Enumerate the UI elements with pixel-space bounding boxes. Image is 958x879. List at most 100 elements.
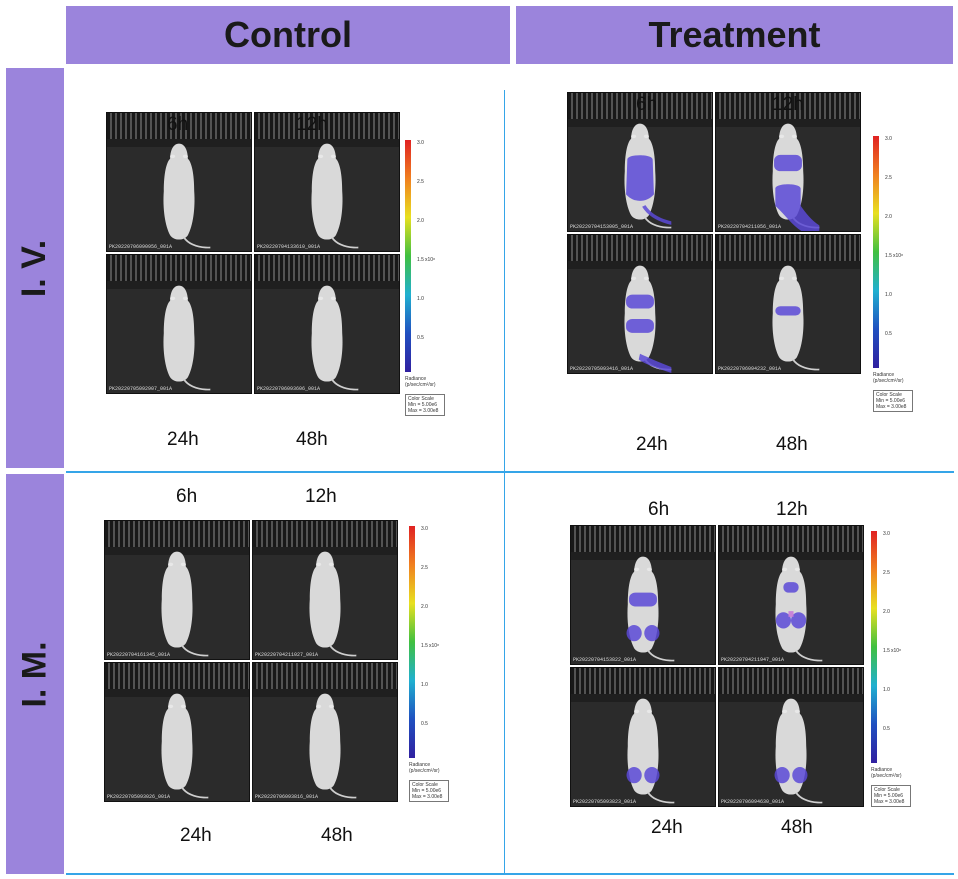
color-scale-tick: 2.0 <box>421 604 428 610</box>
color-scale: 3.0 2.5 2.0 1.5 1.0 0.5 x10⁸ Radiance (p/sec/cm²… <box>409 526 459 806</box>
time-label: 48h <box>321 825 353 846</box>
color-scale-unit: x10⁸ <box>425 257 436 263</box>
cage-grid <box>255 113 399 147</box>
color-scale-tick: 1.0 <box>885 292 892 298</box>
color-scale-tick: 2.0 <box>883 609 890 615</box>
mouse-image <box>145 547 235 659</box>
color-scale-tick: 1.0 <box>883 687 890 693</box>
color-scale-unit: x10⁸ <box>429 643 440 649</box>
color-scale-tick: 2.5 <box>421 565 428 571</box>
cage-grid <box>105 663 249 697</box>
color-scale-box: Color Scale Min = 5.00e6 Max = 3.00e8 <box>873 390 913 412</box>
time-label: 48h <box>776 434 808 455</box>
cage-grid <box>107 255 251 289</box>
panel-id: PK20220705093026_001A <box>107 794 171 800</box>
color-scale-tick: 1.5 <box>421 643 428 649</box>
panel-id: PK20220706093816_001A <box>255 794 319 800</box>
color-scale-tick: 1.0 <box>417 296 424 302</box>
mouse-image <box>756 261 846 373</box>
panel-id: PK20220705092907_001A <box>109 386 173 392</box>
im-row-header: I. M. <box>6 474 64 874</box>
color-scale-bar <box>409 526 415 758</box>
radiance-unit: (p/sec/cm²/sr) <box>871 773 902 779</box>
mouse-image <box>295 139 385 251</box>
mouse-image <box>295 281 385 393</box>
color-scale-bar <box>871 531 877 763</box>
color-scale-tick: 3.0 <box>417 140 424 146</box>
panel-id: PK20220705093823_001A <box>573 799 637 805</box>
radiance-label: Radiance <box>871 767 893 773</box>
time-label: 24h <box>636 434 668 455</box>
imaging-panel: PK20220705092907_001A <box>106 254 252 394</box>
radiance-label: Radiance <box>873 372 895 378</box>
panel-id: PK20220706093606_001A <box>257 386 321 392</box>
bottom-divider <box>66 873 954 875</box>
time-label: 6h <box>636 94 658 115</box>
time-label: 12h <box>776 499 808 520</box>
imaging-panel: PK20220705093823_001A <box>570 667 716 807</box>
radiance-unit: (p/sec/cm²/sr) <box>405 382 436 388</box>
imaging-panel: PK20220706093606_001A <box>254 254 400 394</box>
mouse-image <box>611 694 701 806</box>
imaging-panel: PK20220706094232_001A <box>715 234 861 374</box>
color-scale: 3.0 2.5 2.0 1.5 1.0 0.5 x10⁸ Radiance (p/sec/cm²… <box>871 531 921 811</box>
control-column-header: Control <box>66 6 510 64</box>
im-row-label: I. M. <box>15 640 54 708</box>
color-scale: 3.0 2.5 2.0 1.5 1.0 0.5 x10⁸ Radiance (p/sec/cm²… <box>873 136 923 416</box>
radiance-unit: (p/sec/cm²/sr) <box>409 768 440 774</box>
time-label: 24h <box>651 817 683 838</box>
cage-grid <box>253 663 397 697</box>
color-scale-box-line: Color Scale <box>412 782 438 788</box>
imaging-panel: PK20220705093416_001A <box>567 234 713 374</box>
panel-id: PK20220704211947_001A <box>721 657 785 663</box>
iv-row-label: I. V. <box>15 239 54 297</box>
color-scale-tick: 0.5 <box>885 331 892 337</box>
mouse-image <box>145 689 235 801</box>
horizontal-divider <box>66 471 954 473</box>
color-scale: 3.0 2.5 2.0 1.5 1.0 0.5 x10⁸ Radiance (p/sec/cm²… <box>405 140 455 420</box>
color-scale-box: Color Scale Min = 5.00e6 Max = 3.00e8 <box>409 780 449 802</box>
color-scale-box-line: Min = 5.00e6 <box>876 398 906 404</box>
cage-grid <box>253 521 397 555</box>
mouse-image <box>293 547 383 659</box>
imaging-panel: PK20220705093026_001A <box>104 662 250 802</box>
color-scale-tick: 2.0 <box>417 218 424 224</box>
treatment-column-header: Treatment <box>516 6 953 64</box>
mouse-image <box>147 281 237 393</box>
time-label: 48h <box>296 429 328 450</box>
color-scale-box-line: Min = 5.00e6 <box>874 793 904 799</box>
color-scale-box: Color Scale Min = 5.00e6 Max = 3.00e8 <box>871 785 911 807</box>
imaging-panel: PK20220704211056_001A <box>715 92 861 232</box>
imaging-panel: PK20220704211947_001A <box>718 525 864 665</box>
cage-grid <box>571 668 715 702</box>
imaging-panel: PK20220704153005_001A <box>567 92 713 232</box>
color-scale-tick: 0.5 <box>883 726 890 732</box>
color-scale-box-line: Max = 3.00e8 <box>874 799 905 805</box>
cage-grid <box>107 113 251 147</box>
cage-grid <box>568 235 712 269</box>
control-header-label: Control <box>224 14 352 55</box>
panel-id: PK20220705093416_001A <box>570 366 634 372</box>
cage-grid <box>571 526 715 560</box>
time-label: 24h <box>167 429 199 450</box>
imaging-panel: PK20220704161345_001A <box>104 520 250 660</box>
radiance-unit: (p/sec/cm²/sr) <box>873 378 904 384</box>
color-scale-box-line: Max = 3.00e8 <box>876 404 907 410</box>
cage-grid <box>716 235 860 269</box>
time-label: 6h <box>176 486 198 507</box>
color-scale-box-line: Color Scale <box>874 787 900 793</box>
mouse-image <box>608 119 704 231</box>
mouse-image <box>759 552 849 664</box>
mouse-image <box>293 689 383 801</box>
color-scale-tick: 1.5 <box>885 253 892 259</box>
panel-id: PK20220704153822_001A <box>573 657 637 663</box>
panel-id: PK20220704211056_001A <box>718 224 782 230</box>
radiance-label: Radiance <box>409 762 431 768</box>
color-scale-tick: 0.5 <box>417 335 424 341</box>
time-label: 12h <box>296 114 328 135</box>
color-scale-bar <box>405 140 411 372</box>
imaging-panel: PK20220706093816_001A <box>252 662 398 802</box>
iv-row-header: I. V. <box>6 68 64 468</box>
treatment-header-label: Treatment <box>648 14 821 55</box>
panel-id: PK20220704133610_001A <box>257 244 321 250</box>
